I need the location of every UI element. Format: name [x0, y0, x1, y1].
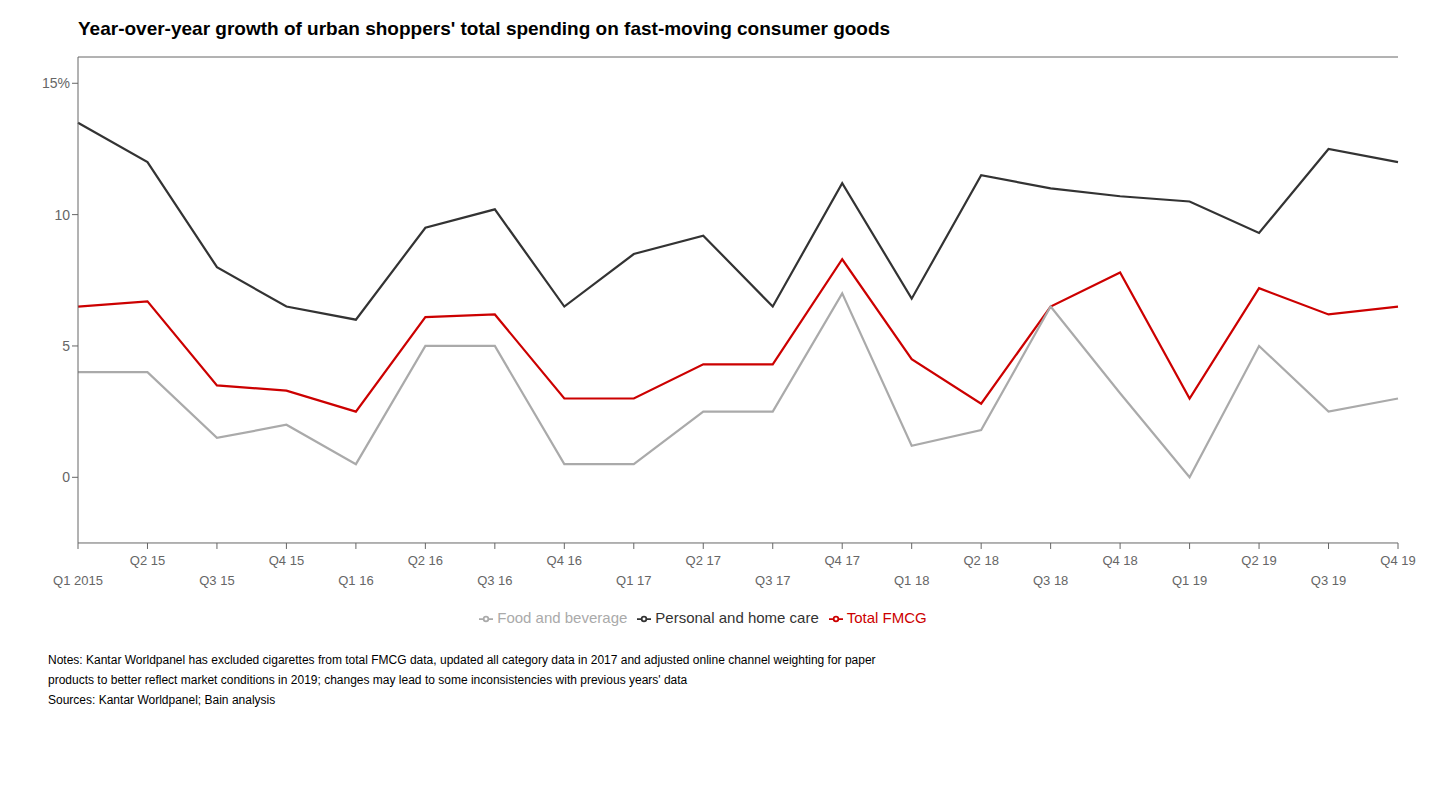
svg-text:Q3 18: Q3 18: [1033, 573, 1068, 588]
svg-text:Q2 17: Q2 17: [686, 553, 721, 568]
svg-text:0: 0: [62, 469, 70, 485]
svg-text:Q4 16: Q4 16: [547, 553, 582, 568]
svg-text:Q2 15: Q2 15: [130, 553, 165, 568]
svg-text:Q1 2015: Q1 2015: [53, 573, 103, 588]
svg-text:Q4 18: Q4 18: [1102, 553, 1137, 568]
svg-text:Q1 16: Q1 16: [338, 573, 373, 588]
svg-text:Q3 17: Q3 17: [755, 573, 790, 588]
html-text:Notes: Kantar Worldpanel has e: Notes: Kantar Worldpanel has excluded ci…: [48, 653, 876, 667]
html-text:Total FMCG: Total FMCG: [846, 609, 927, 626]
svg-text:Q2 18: Q2 18: [963, 553, 998, 568]
html-text:products to better reflect mar: products to better reflect market condit…: [48, 673, 688, 687]
svg-text:Q4 15: Q4 15: [269, 553, 304, 568]
svg-text:Q3 16: Q3 16: [477, 573, 512, 588]
html-text:Personal and home care: Personal and home care: [655, 609, 819, 626]
svg-text:Q4 17: Q4 17: [824, 553, 859, 568]
svg-text:Q3 15: Q3 15: [199, 573, 234, 588]
svg-text:10: 10: [54, 207, 70, 223]
html-text:Year-over-year growth of urban: Year-over-year growth of urban shoppers'…: [78, 18, 891, 39]
svg-text:Q2 19: Q2 19: [1241, 553, 1276, 568]
svg-text:Q4 19: Q4 19: [1380, 553, 1415, 568]
svg-text:Q1 19: Q1 19: [1172, 573, 1207, 588]
svg-text:Q1 17: Q1 17: [616, 573, 651, 588]
svg-text:Q3 19: Q3 19: [1311, 573, 1346, 588]
svg-text:15%: 15%: [42, 75, 70, 91]
svg-text:5: 5: [62, 338, 70, 354]
html-text:Sources: Kantar Worldpanel; Ba: Sources: Kantar Worldpanel; Bain analysi…: [48, 693, 276, 707]
html-text:Food and beverage: Food and beverage: [497, 609, 628, 626]
svg-text:Q2 16: Q2 16: [408, 553, 443, 568]
svg-text:Q1 18: Q1 18: [894, 573, 929, 588]
